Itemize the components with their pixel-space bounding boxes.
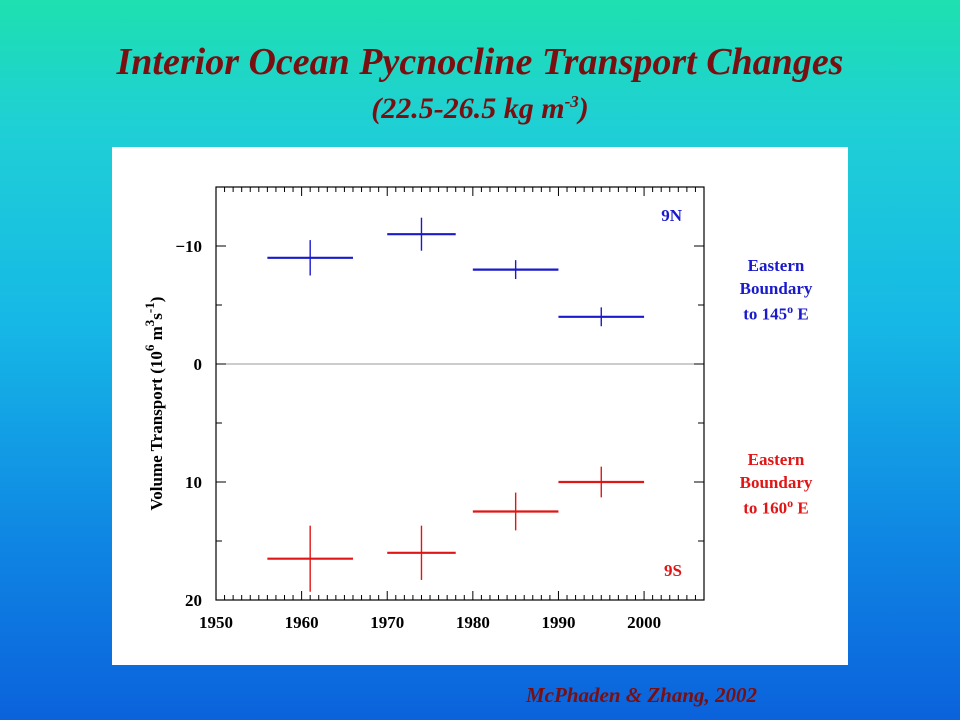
series-label-9N: 9N (661, 206, 683, 225)
y-axis-label-part: Volume Transport (10 (147, 351, 166, 510)
transport-chart: 1950 1960 1970 1980 1990 2000 −10 0 10 20 Volume T… (142, 186, 705, 632)
y-tick-label: −10 (175, 237, 202, 256)
y-tick-label: 20 (185, 591, 202, 610)
south-degree-symbol: o (787, 495, 794, 510)
x-tick-label: 2000 (627, 613, 661, 632)
north-degree-symbol: o (787, 301, 794, 316)
y-axis-label-part: s (147, 313, 166, 320)
x-tick-label: 1950 (199, 613, 233, 632)
south-label-line3: to 160o E (716, 495, 836, 521)
series-label-9S: 9S (664, 561, 682, 580)
north-boundary-label: Eastern Boundary to 145o E (716, 255, 836, 326)
subtitle-prefix: (22.5-26.5 kg m (371, 92, 565, 125)
south-label-end: E (793, 498, 809, 518)
north-label-line3: to 145o E (716, 301, 836, 327)
slide-subtitle: (22.5-26.5 kg m-3) (0, 92, 960, 126)
citation: McPhaden & Zhang, 2002 (526, 683, 758, 707)
north-label-text: to 145 (743, 304, 788, 324)
x-tick-label: 1980 (456, 613, 490, 632)
y-axis-label-part: ) (147, 297, 166, 303)
plot-frame (215, 186, 705, 601)
y-axis-label-part: 6 (142, 344, 157, 351)
north-label-line1: Eastern (747, 256, 805, 275)
south-label-line1: Eastern (747, 450, 805, 469)
y-axis-label-text: Volume Transport (106 m3s-1) (142, 297, 166, 511)
north-label-end: E (793, 304, 809, 324)
x-tick-label: 1960 (285, 613, 319, 632)
south-label-text: to 160 (743, 498, 788, 518)
south-boundary-label: Eastern Boundary to 160o E (716, 449, 836, 520)
y-axis-label-part: m (147, 326, 166, 344)
north-label-line2: Boundary (739, 278, 813, 298)
y-axis-label-part: 3 (142, 319, 157, 326)
subtitle-exponent: -3 (564, 92, 579, 111)
subtitle-suffix: ) (578, 92, 589, 125)
y-axis-label-part: -1 (142, 302, 157, 313)
y-axis-label: Volume Transport (106 m3s-1) (142, 297, 166, 511)
x-tick-label: 1990 (541, 613, 575, 632)
south-label-line2: Boundary (739, 472, 813, 492)
x-tick-label: 1970 (370, 613, 404, 632)
y-tick-label: 0 (194, 355, 203, 374)
y-tick-label: 10 (185, 473, 202, 492)
chart-panel: 1950 1960 1970 1980 1990 2000 −10 0 10 20 Volume T… (112, 147, 848, 665)
slide-title: Interior Ocean Pycnocline Transport Chan… (116, 41, 844, 83)
